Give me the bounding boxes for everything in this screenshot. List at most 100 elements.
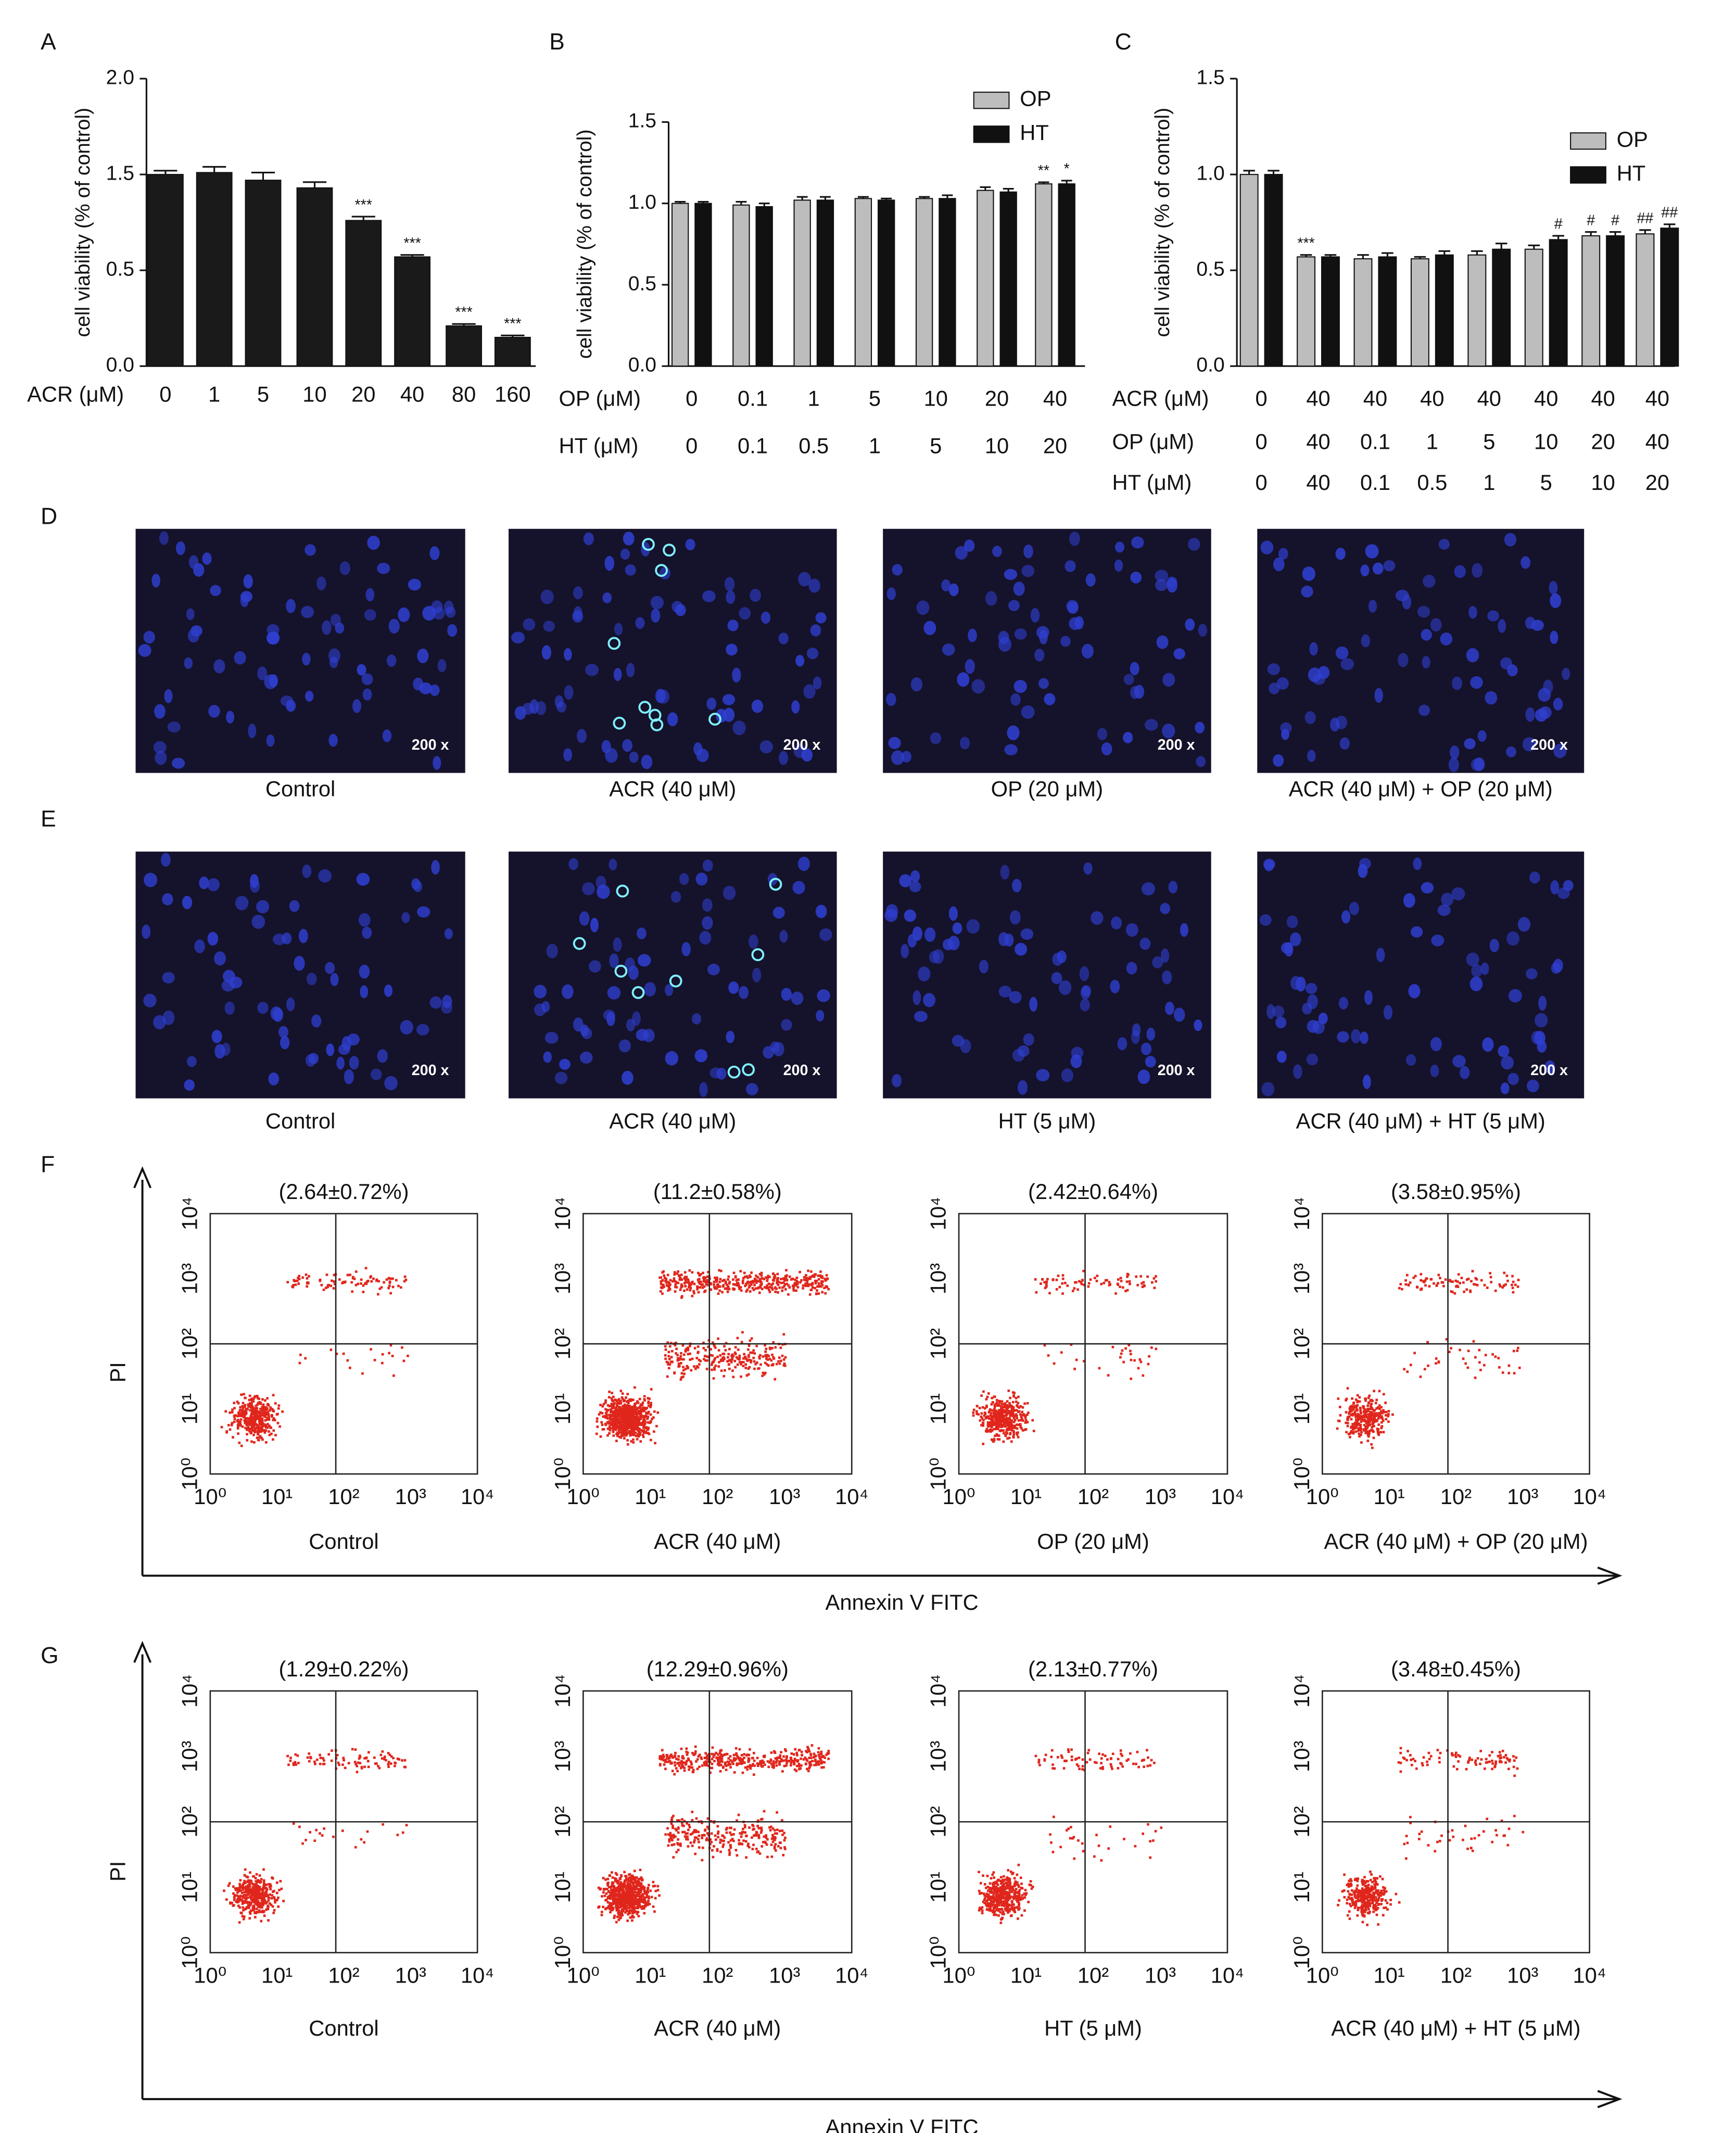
caption: ACR (40 μM) [654,1529,781,1554]
nucleus [792,881,805,894]
event-dot [1351,1406,1354,1409]
event-dot [714,1346,717,1349]
event-dot [346,1273,349,1277]
event-dot [1009,1421,1012,1423]
event-dot [382,1823,384,1826]
event-dot [595,1420,599,1423]
event-dot [1370,1418,1373,1421]
event-dot [255,1888,258,1891]
event-dot [644,1901,647,1904]
nucleus [1067,601,1079,614]
event-dot [260,1911,263,1913]
event-dot [716,1277,718,1279]
event-dot [1015,1414,1018,1417]
event-dot [1061,1274,1065,1277]
event-dot [1013,1419,1017,1422]
event-dot [1129,1349,1132,1353]
nucleus [732,667,741,683]
nucleus [923,621,936,635]
event-dot [250,1400,254,1403]
event-dot [249,1415,252,1418]
event-dot [1348,1412,1350,1415]
event-dot [246,1896,249,1899]
event-dot [684,1350,687,1353]
event-dot [604,1423,607,1427]
event-dot [635,1887,638,1890]
event-dot [638,1898,641,1901]
event-dot [250,1895,253,1898]
event-dot [629,1897,632,1900]
event-dot [357,1282,360,1285]
event-dot [1116,1282,1119,1285]
event-dot [799,1271,801,1273]
event-dot [648,1903,651,1905]
bar [196,172,233,367]
event-dot [654,1442,656,1445]
event-dot [1012,1391,1015,1394]
nucleus [1097,727,1107,740]
event-dot [354,1283,358,1286]
event-dot [640,1895,643,1898]
event-dot [774,1346,777,1349]
event-dot [982,1443,985,1445]
nucleus [1440,632,1453,646]
nucleus [330,613,341,627]
event-dot [1370,1415,1373,1418]
nucleus [1304,711,1316,724]
event-dot [338,1278,341,1281]
event-dot [980,1415,983,1418]
x-tick-label: 5 [1483,430,1495,454]
event-dot [261,1398,264,1401]
event-dot [1372,1415,1375,1417]
event-dot [717,1349,720,1352]
event-dot [1433,1282,1435,1285]
event-dot [995,1419,998,1422]
event-dot [671,1280,674,1283]
event-dot [619,1899,623,1902]
event-dot [777,1277,779,1280]
event-dot [270,1897,273,1900]
event-dot [1354,1430,1357,1433]
event-dot [1051,1278,1055,1281]
event-dot [281,1410,284,1413]
event-dot [604,1399,607,1402]
event-dot [619,1881,622,1884]
event-dot [330,1348,333,1352]
event-dot [627,1401,630,1404]
event-dot [254,1430,257,1433]
event-dot [704,1355,706,1357]
event-dot [613,1424,616,1427]
event-dot [1503,1271,1506,1274]
event-dot [1371,1426,1374,1429]
event-dot [237,1432,239,1435]
event-dot [1474,1283,1477,1286]
event-dot [634,1402,637,1405]
event-dot [254,1894,257,1897]
event-dot [250,1398,253,1401]
nucleus [1058,980,1072,995]
nucleus [968,628,977,642]
event-dot [668,1281,671,1284]
y-tick-label: 10² [1289,1328,1314,1359]
event-dot [245,1898,248,1901]
nucleus [1137,1069,1150,1084]
event-dot [1359,1429,1362,1432]
nucleus [618,1039,631,1053]
nucleus [641,754,653,769]
bar [1353,258,1373,367]
event-dot [808,1293,812,1296]
event-dot [398,1758,401,1761]
event-dot [994,1415,997,1417]
event-dot [1512,1280,1515,1283]
event-dot [635,1424,638,1428]
event-dot [640,1411,642,1414]
event-dot [604,1899,607,1902]
event-dot [1046,1278,1049,1281]
event-dot [989,1409,992,1412]
event-dot [615,1425,618,1428]
event-dot [628,1873,630,1876]
panel-label: D [41,504,57,529]
event-dot [275,1891,278,1895]
event-dot [645,1432,648,1434]
event-dot [1006,1400,1009,1403]
